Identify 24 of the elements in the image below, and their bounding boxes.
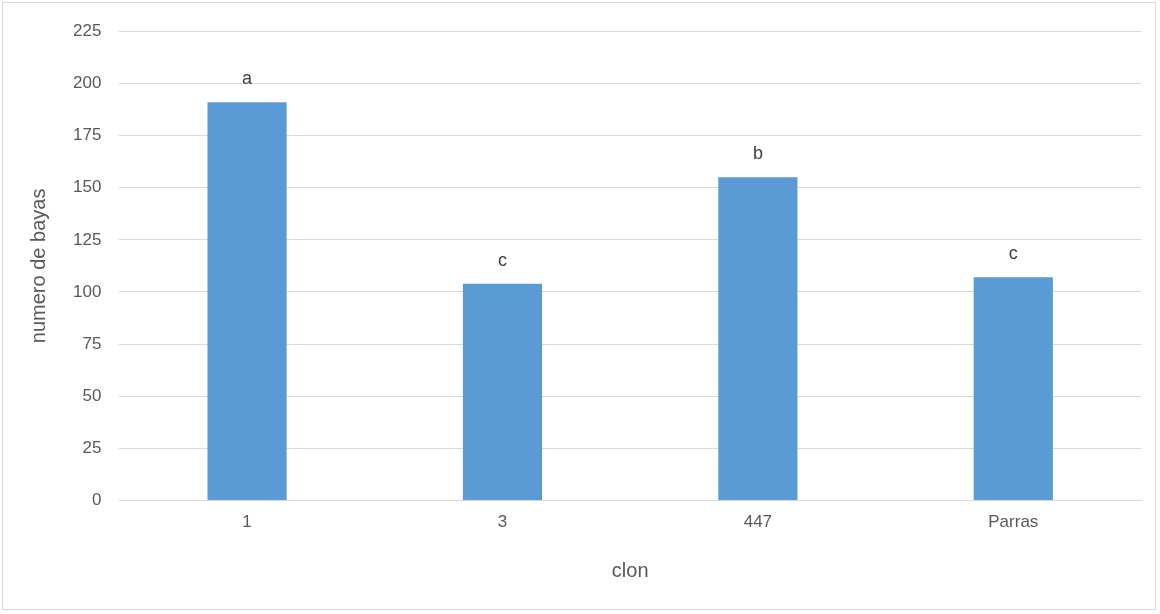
- annotation: b: [752, 143, 763, 164]
- bar: [207, 102, 287, 501]
- y-tick-label: 225: [72, 20, 102, 40]
- y-tick-label: 125: [72, 229, 102, 249]
- y-tick-label: 0: [91, 490, 102, 510]
- x-axis-title: clon: [611, 558, 649, 581]
- y-tick-label: 75: [82, 333, 102, 353]
- y-tick-label: 175: [72, 125, 102, 145]
- x-tick-label: 1: [242, 512, 252, 532]
- bar: [718, 177, 798, 501]
- y-tick-label: 25: [82, 438, 102, 458]
- annotation: a: [242, 68, 254, 89]
- y-tick-label: 150: [72, 177, 102, 197]
- bar: [973, 277, 1053, 501]
- y-axis-title: numero de bayas: [26, 188, 49, 344]
- y-tick-label: 50: [82, 385, 102, 405]
- annotation: c: [497, 249, 507, 270]
- y-tick-label: 100: [72, 281, 102, 301]
- x-tick-label: 3: [497, 512, 508, 532]
- x-tick-label: 447: [743, 512, 773, 532]
- y-tick-label: 200: [72, 73, 102, 93]
- annotation: c: [1008, 243, 1018, 264]
- x-tick-label: Parras: [988, 512, 1039, 532]
- bar: [462, 283, 543, 501]
